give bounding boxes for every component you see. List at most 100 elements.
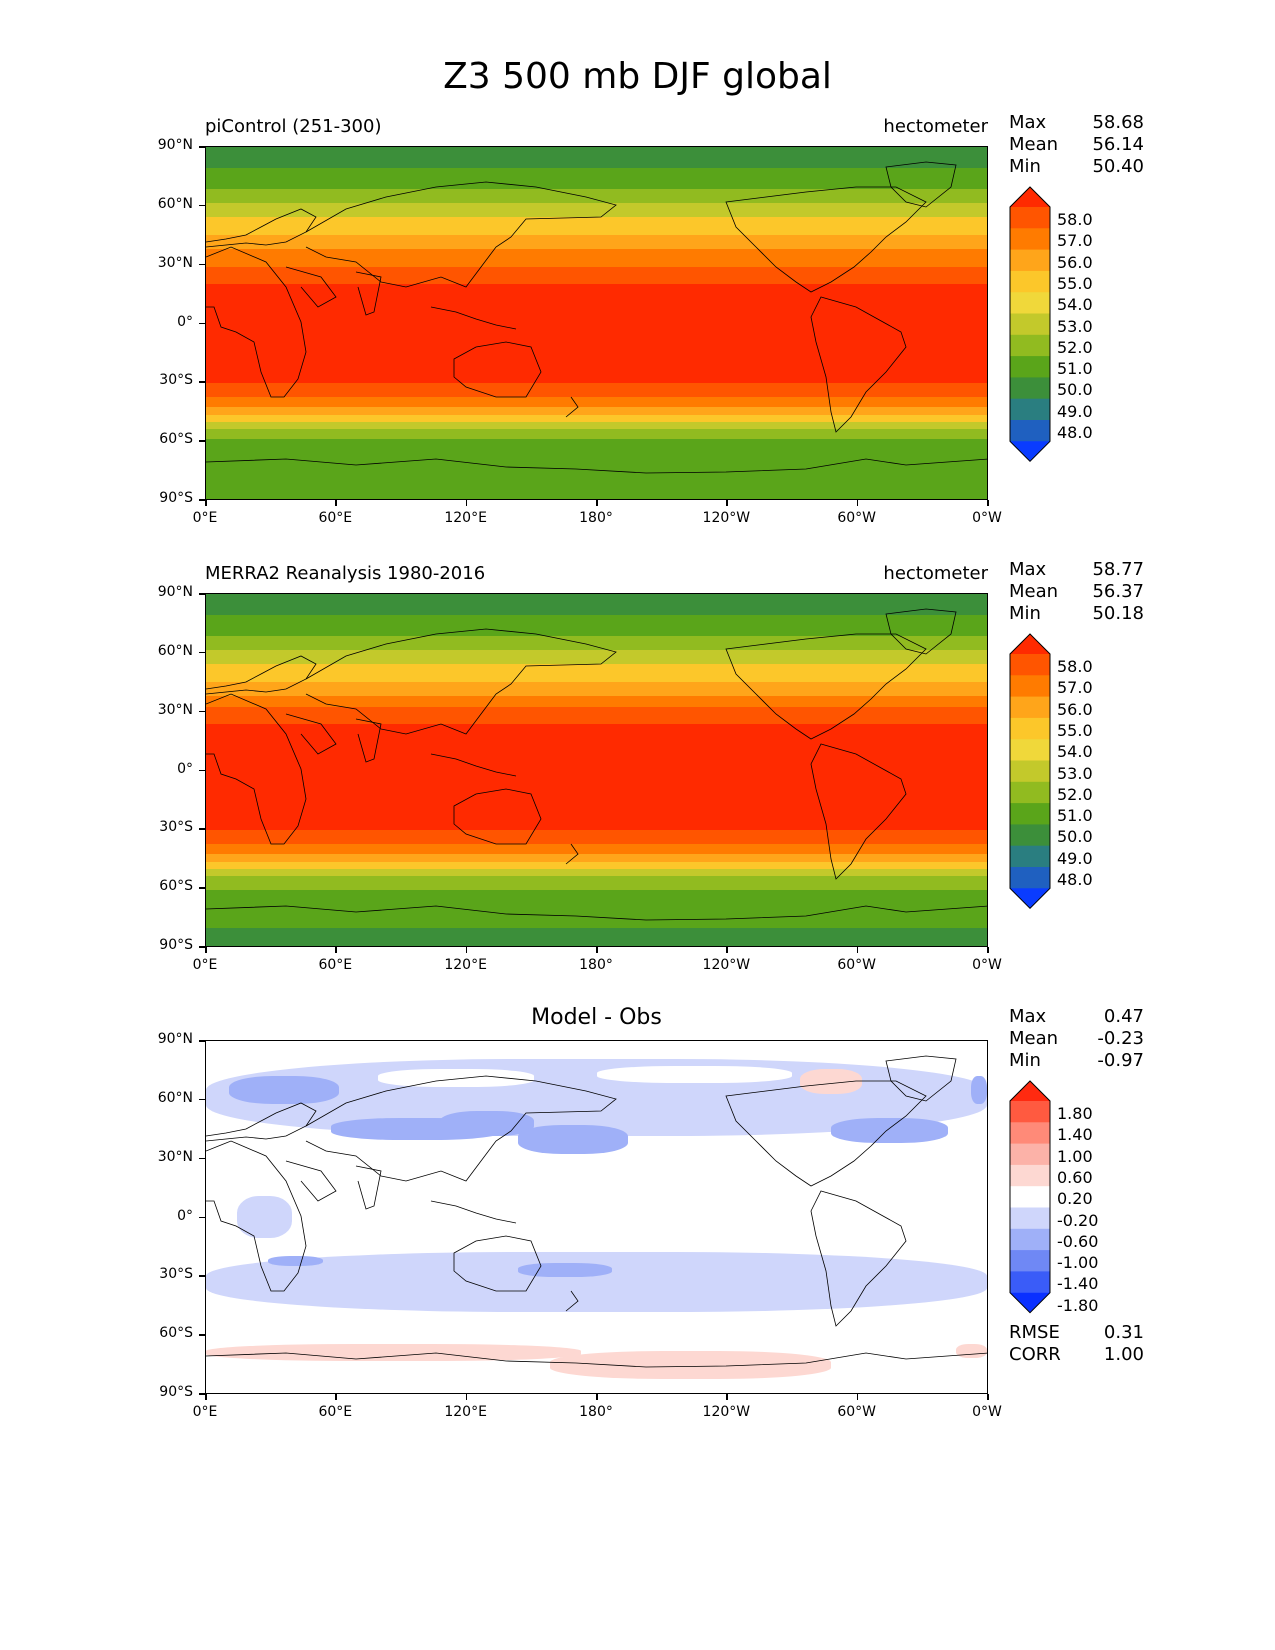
coastline-overlay xyxy=(206,608,987,921)
colorbar-segment xyxy=(1010,1101,1050,1123)
colorbar-segment xyxy=(1010,228,1050,251)
longitude-tick-mark xyxy=(335,947,337,953)
latitude-tick-label: 30°N xyxy=(157,254,193,271)
colorbar-tick-label: 48.0 xyxy=(1057,870,1093,889)
longitude-tick-label: 60°W xyxy=(837,957,876,973)
stat-label: Mean xyxy=(1009,1028,1059,1049)
stat-row: Min -0.97 xyxy=(1009,1050,1144,1072)
longitude-tick-mark xyxy=(856,947,859,953)
longitude-tick-label: 0°E xyxy=(192,957,218,973)
contour-region xyxy=(518,1262,613,1277)
latitude-tick-mark xyxy=(199,887,205,889)
latitude-tick-mark xyxy=(199,1275,205,1277)
colorbar-segment xyxy=(1010,845,1050,868)
coastline xyxy=(565,396,579,418)
latitude-tick-label: 0° xyxy=(177,1207,193,1224)
colorbar-segment xyxy=(1010,1122,1050,1145)
latitude-tick-label: 30°N xyxy=(157,701,193,718)
longitude-tick-mark xyxy=(987,947,989,953)
contour-region xyxy=(377,1069,534,1087)
latitude-tick-label: 60°N xyxy=(157,1089,193,1106)
stat-row: Mean -0.23 xyxy=(1009,1028,1144,1050)
contour-region xyxy=(955,1343,987,1358)
colorbar-segment xyxy=(1010,377,1050,400)
coastline xyxy=(206,1102,317,1142)
colorbar-tick-label: -1.00 xyxy=(1057,1253,1099,1273)
latitude-tick-label: 90°S xyxy=(159,937,193,953)
latitude-tick-label: 60°N xyxy=(157,642,193,659)
latitude-tick-label: 60°S xyxy=(159,878,193,895)
colorbar-segment xyxy=(1010,356,1050,378)
stat-row: Max 0.47 xyxy=(1009,1006,1144,1028)
colorbar-tick-label: -1.80 xyxy=(1057,1295,1099,1315)
colorbar-segment xyxy=(1010,1186,1050,1208)
colorbar-segment xyxy=(1010,334,1050,357)
stats-block: Max 0.47 Mean -0.23 Min -0.97 xyxy=(1009,1006,1144,1072)
coastline xyxy=(285,1160,337,1202)
colorbar xyxy=(1009,633,1051,910)
colorbar-segment xyxy=(1010,249,1050,272)
colorbar-tick-label: 56.0 xyxy=(1057,699,1093,719)
colorbar-segment xyxy=(1010,675,1050,698)
longitude-tick-mark xyxy=(205,1394,207,1400)
longitude-tick-mark xyxy=(465,947,468,953)
stat-row: Min 50.18 xyxy=(1009,603,1144,625)
coastline xyxy=(453,341,542,398)
contour-band xyxy=(206,168,987,190)
contour-band xyxy=(206,439,987,499)
coastline xyxy=(885,1055,957,1102)
stat-value: 50.18 xyxy=(1092,603,1144,624)
colorbar-tick-label: 55.0 xyxy=(1057,273,1093,293)
stat-value: -0.97 xyxy=(1097,1050,1144,1071)
colorbar xyxy=(1009,186,1051,463)
colorbar-segment xyxy=(1010,1164,1050,1187)
colorbar-tick-label: 56.0 xyxy=(1057,252,1093,272)
metric-value: 0.31 xyxy=(1103,1321,1144,1343)
stat-value: 56.37 xyxy=(1092,581,1144,602)
stat-label: Min xyxy=(1009,603,1041,624)
stat-value: 58.77 xyxy=(1092,559,1144,580)
longitude-tick-mark xyxy=(205,500,207,506)
coastline xyxy=(725,633,927,740)
longitude-tick-label: 60°E xyxy=(318,1404,353,1420)
colorbar-tick-label: 55.0 xyxy=(1057,720,1093,740)
latitude-tick-label: 90°N xyxy=(157,137,193,153)
longitude-tick-mark xyxy=(726,500,728,506)
colorbar-segment xyxy=(1010,760,1050,783)
coastline-overlay xyxy=(206,1055,987,1368)
longitude-tick-mark xyxy=(205,947,207,953)
contour-band xyxy=(206,407,987,415)
latitude-tick-mark xyxy=(199,1040,205,1042)
contour-band xyxy=(206,284,987,383)
latitude-tick-mark xyxy=(199,263,205,266)
latitude-tick-label: 60°S xyxy=(159,431,193,448)
colorbar-segment xyxy=(1010,867,1050,889)
longitude-tick-label: 120°W xyxy=(702,1404,751,1420)
latitude-tick-mark xyxy=(199,381,205,383)
colorbar xyxy=(1009,1080,1051,1314)
latitude-tick-label: 0° xyxy=(177,313,193,330)
colorbar-tick-label: 50.0 xyxy=(1057,827,1093,847)
coastline xyxy=(206,655,317,695)
metric-row: RMSE 0.31 xyxy=(1009,1322,1144,1344)
map-plot-area xyxy=(205,146,988,500)
coastline xyxy=(206,693,307,845)
contour-band xyxy=(206,203,987,218)
colorbar-extend-max xyxy=(1010,1081,1050,1101)
coastline xyxy=(206,1352,987,1368)
coastline xyxy=(305,1075,617,1182)
coastline xyxy=(285,266,337,308)
longitude-tick-mark xyxy=(465,1394,468,1400)
colorbar-segment xyxy=(1010,1143,1050,1166)
colorbar-tick-label: -0.20 xyxy=(1057,1210,1099,1230)
colorbar-tick-label: 49.0 xyxy=(1057,401,1093,421)
longitude-tick-label: 120°W xyxy=(702,957,751,973)
contour-band xyxy=(206,829,987,844)
contour-region xyxy=(518,1125,628,1154)
coastline xyxy=(206,246,307,398)
colorbar-tick-label: 53.0 xyxy=(1057,763,1093,783)
latitude-tick-mark xyxy=(199,1334,205,1336)
stat-value: 56.14 xyxy=(1092,134,1144,155)
colorbar-tick-label: 49.0 xyxy=(1057,848,1093,868)
colorbar-tick-label: -0.60 xyxy=(1057,1231,1099,1251)
